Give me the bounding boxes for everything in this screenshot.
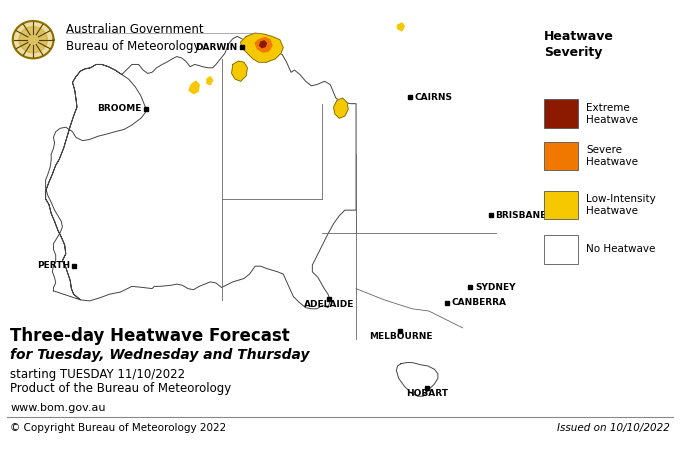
Polygon shape	[241, 33, 283, 62]
Polygon shape	[13, 21, 54, 58]
Text: © Copyright Bureau of Meteorology 2022: © Copyright Bureau of Meteorology 2022	[10, 423, 226, 432]
Text: MELBOURNE: MELBOURNE	[369, 333, 432, 341]
Polygon shape	[19, 27, 48, 53]
Text: starting TUESDAY 11/10/2022: starting TUESDAY 11/10/2022	[10, 368, 186, 381]
Polygon shape	[260, 41, 267, 48]
Polygon shape	[232, 61, 248, 81]
Text: Severe
Heatwave: Severe Heatwave	[586, 145, 638, 167]
Text: Three-day Heatwave Forecast: Three-day Heatwave Forecast	[10, 327, 290, 345]
Text: Extreme
Heatwave: Extreme Heatwave	[586, 103, 638, 125]
Text: Bureau of Meteorology: Bureau of Meteorology	[66, 40, 201, 53]
Text: for Tuesday, Wednesday and Thursday: for Tuesday, Wednesday and Thursday	[10, 348, 309, 362]
Text: SYDNEY: SYDNEY	[475, 283, 515, 292]
Polygon shape	[46, 36, 356, 309]
Text: Issued on 10/10/2022: Issued on 10/10/2022	[557, 423, 670, 432]
Text: BROOME: BROOME	[97, 104, 141, 113]
Polygon shape	[398, 23, 404, 31]
Text: Heatwave
Severity: Heatwave Severity	[544, 30, 614, 59]
Polygon shape	[207, 77, 213, 85]
Text: Australian Government: Australian Government	[66, 23, 203, 36]
Polygon shape	[334, 98, 348, 118]
Text: BRISBANE: BRISBANE	[495, 211, 547, 220]
Text: www.bom.gov.au: www.bom.gov.au	[10, 403, 105, 413]
Text: No Heatwave: No Heatwave	[586, 244, 656, 255]
Text: Product of the Bureau of Meteorology: Product of the Bureau of Meteorology	[10, 382, 231, 395]
Text: CANBERRA: CANBERRA	[452, 298, 507, 307]
Polygon shape	[189, 81, 199, 93]
Text: CAIRNS: CAIRNS	[414, 92, 452, 102]
Text: Low-Intensity
Heatwave: Low-Intensity Heatwave	[586, 194, 656, 216]
Text: HOBART: HOBART	[406, 389, 448, 398]
Text: PERTH: PERTH	[37, 261, 70, 270]
Text: ADELAIDE: ADELAIDE	[304, 300, 354, 309]
Polygon shape	[396, 362, 438, 396]
Polygon shape	[255, 37, 272, 52]
Text: DARWIN: DARWIN	[195, 42, 238, 52]
